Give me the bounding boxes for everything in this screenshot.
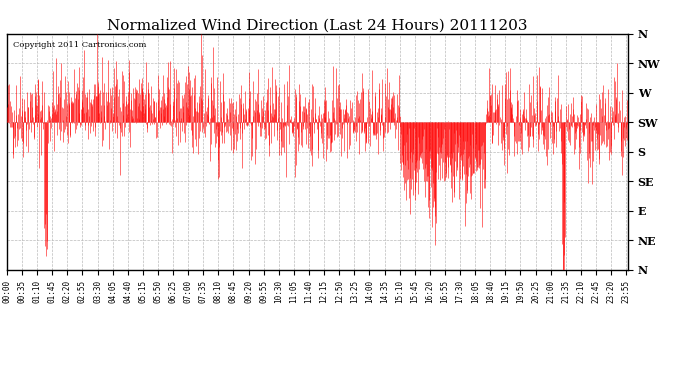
Title: Normalized Wind Direction (Last 24 Hours) 20111203: Normalized Wind Direction (Last 24 Hours… bbox=[107, 19, 528, 33]
Text: Copyright 2011 Cartronics.com: Copyright 2011 Cartronics.com bbox=[13, 41, 146, 49]
